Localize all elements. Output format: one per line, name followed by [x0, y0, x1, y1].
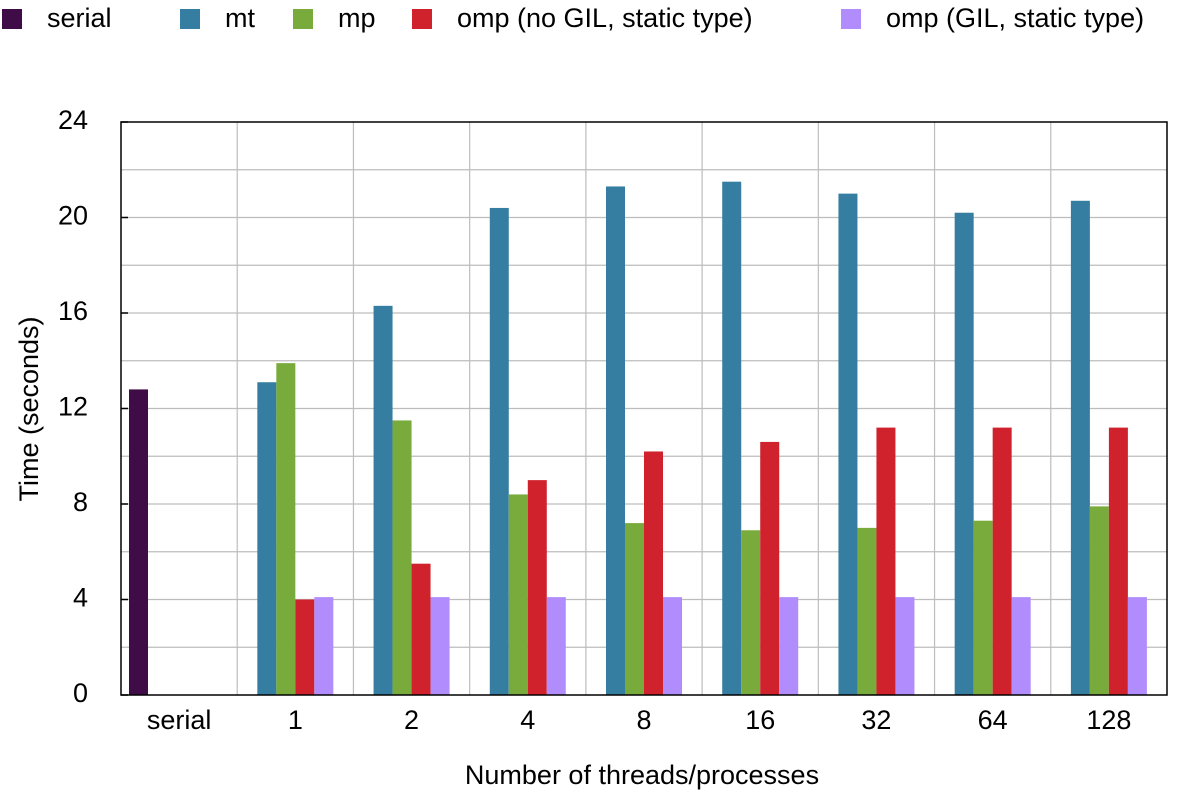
legend-swatch [841, 9, 861, 29]
y-tick-label: 16 [58, 296, 88, 326]
bar-omp-gil-static-type-32 [895, 597, 915, 695]
legend-swatch [180, 9, 200, 29]
bar-mp-64 [973, 520, 993, 695]
bar-mt-8 [606, 186, 625, 695]
bar-omp-gil-static-type-64 [1011, 597, 1031, 695]
x-tick-label: 8 [636, 705, 651, 735]
bar-omp-no-gil-static-type-1 [295, 599, 315, 695]
y-axis: 0 4 8 12 16 20 24 [58, 105, 128, 708]
x-tick-label: 32 [861, 705, 891, 735]
bar-omp-no-gil-static-type-128 [1108, 427, 1128, 695]
legend-label: mt [225, 3, 255, 33]
bar-mp-4 [508, 494, 528, 695]
bar-mp-1 [276, 363, 296, 695]
legend-label: mp [338, 3, 376, 33]
y-axis-title: Time (seconds) [14, 316, 44, 501]
x-tick-label: 64 [978, 705, 1008, 735]
bar-omp-gil-static-type-16 [779, 597, 799, 695]
legend-swatch [293, 9, 313, 29]
bar-omp-no-gil-static-type-2 [411, 563, 431, 695]
bar-omp-gil-static-type-1 [314, 597, 334, 695]
y-tick-label: 20 [58, 201, 88, 231]
bar-mp-32 [857, 527, 877, 695]
bar-omp-gil-static-type-128 [1127, 597, 1147, 695]
x-tick-label: 2 [404, 705, 419, 735]
x-axis: serial 1 2 4 8 16 32 64 128 [147, 705, 1132, 735]
bar-omp-no-gil-static-type-16 [760, 441, 780, 695]
bar-mt-128 [1070, 200, 1090, 695]
y-tick-label: 24 [58, 105, 88, 135]
legend-swatch [412, 9, 432, 29]
y-tick-label: 12 [58, 392, 88, 422]
legend-label: omp (no GIL, static type) [457, 3, 753, 33]
bar-mt-1 [257, 382, 277, 695]
bar-omp-no-gil-static-type-4 [527, 480, 547, 695]
bar-omp-gil-static-type-2 [430, 597, 450, 695]
x-tick-label: 128 [1086, 705, 1131, 735]
x-tick-label: 1 [288, 705, 303, 735]
bar-mt-2 [373, 305, 393, 695]
bar-mt-4 [489, 207, 509, 695]
bar-mt-64 [954, 212, 974, 695]
bar-mp-2 [392, 420, 412, 695]
legend-swatch [2, 9, 22, 29]
bar-omp-no-gil-static-type-32 [876, 427, 896, 695]
y-tick-label: 0 [73, 678, 88, 708]
bar-omp-no-gil-static-type-8 [644, 451, 663, 695]
x-axis-title: Number of threads/processes [465, 760, 819, 790]
bar-mp-128 [1089, 506, 1109, 695]
legend: serial mt mp omp (no GIL, static type) omp (… [2, 3, 1144, 33]
bar-mp-8 [625, 523, 644, 695]
bar-serial-serial [129, 389, 148, 695]
bar-omp-gil-static-type-8 [663, 597, 682, 695]
y-tick-label: 4 [73, 583, 88, 613]
bars [129, 181, 1147, 695]
bar-mp-16 [741, 530, 761, 695]
bar-omp-gil-static-type-4 [546, 597, 566, 695]
legend-label: serial [47, 3, 112, 33]
x-tick-label: 16 [745, 705, 775, 735]
x-tick-label: 4 [520, 705, 535, 735]
x-tick-label: serial [147, 705, 212, 735]
bar-mt-32 [838, 193, 858, 695]
bar-mt-16 [722, 181, 742, 695]
y-tick-label: 8 [73, 487, 88, 517]
legend-label: omp (GIL, static type) [886, 3, 1144, 33]
bar-omp-no-gil-static-type-64 [992, 427, 1012, 695]
